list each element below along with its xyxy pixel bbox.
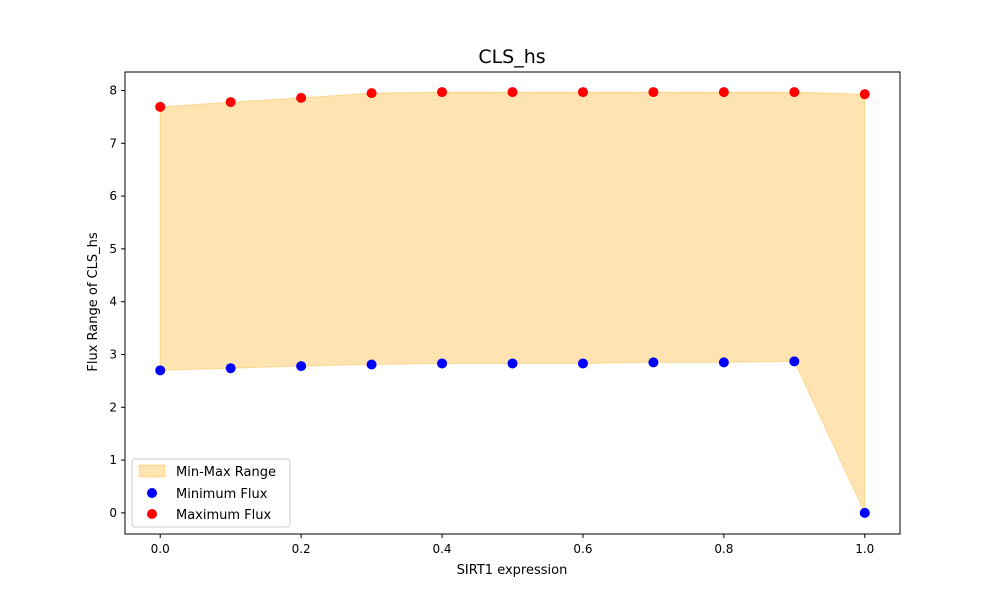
- y-tick-label: 2: [109, 400, 117, 414]
- minimum-flux-point: [225, 363, 236, 374]
- legend-label-min-max-range: Min-Max Range: [176, 465, 276, 480]
- maximum-flux-point: [366, 88, 377, 99]
- x-tick-label: 0.6: [573, 542, 592, 556]
- axes-frame: [124, 71, 901, 535]
- minimum-flux-point: [507, 358, 518, 369]
- y-tick-label: 3: [109, 347, 117, 361]
- legend-label-maximum-flux: Maximum Flux: [176, 508, 272, 523]
- maximum-flux-point: [437, 87, 448, 98]
- maximum-flux-point: [507, 87, 518, 98]
- legend-frame: [131, 458, 291, 528]
- minimum-flux-point: [718, 357, 729, 368]
- y-tick-label: 5: [109, 242, 117, 256]
- minimum-flux-point: [577, 358, 588, 369]
- x-tick-label: 1.0: [855, 542, 874, 556]
- y-tick-label: 4: [109, 295, 117, 309]
- x-axis-label: SIRT1 expression: [457, 563, 568, 578]
- minimum-flux-point: [789, 356, 800, 367]
- y-tick-label: 7: [109, 136, 117, 150]
- maximum-flux-point: [718, 87, 729, 98]
- chart-title: CLS_hs: [478, 46, 545, 68]
- axes: 0.0 0.2 0.4 0.6 0.8 1.0 0 1 2 3 4 5 6 7 8: [109, 71, 901, 556]
- y-tick-label: 1: [109, 453, 117, 467]
- y-tick-label: 8: [109, 83, 117, 97]
- minimum-flux-point: [296, 361, 307, 372]
- maximum-flux-point: [648, 87, 659, 98]
- maximum-flux-point: [789, 87, 800, 98]
- x-tick-label: 0.4: [432, 542, 451, 556]
- minimum-flux-point: [859, 507, 870, 518]
- maximum-flux-point: [296, 92, 307, 103]
- y-axis-label: Flux Range of CLS_hs: [86, 232, 101, 371]
- legend-swatch-min-max-range: [138, 464, 166, 478]
- maximum-flux-point: [225, 97, 236, 108]
- legend-marker-minimum-flux: [147, 488, 157, 498]
- maximum-flux-point: [859, 89, 870, 100]
- minimum-flux-point: [648, 357, 659, 368]
- maximum-flux-point: [577, 87, 588, 98]
- legend-marker-maximum-flux: [147, 509, 157, 519]
- minimum-flux-point: [155, 365, 166, 376]
- maximum-flux-point: [155, 101, 166, 112]
- plot-area: [155, 87, 870, 518]
- x-tick-label: 0.2: [292, 542, 311, 556]
- legend-label-minimum-flux: Minimum Flux: [176, 487, 268, 502]
- x-tick-label: 0.8: [714, 542, 733, 556]
- x-tick-label: 0.0: [151, 542, 170, 556]
- minimum-flux-point: [437, 358, 448, 369]
- legend: Min-Max Range Minimum Flux Maximum Flux: [131, 458, 291, 528]
- y-tick-label: 0: [109, 506, 117, 520]
- y-tick-label: 6: [109, 189, 117, 203]
- minimum-flux-point: [366, 359, 377, 370]
